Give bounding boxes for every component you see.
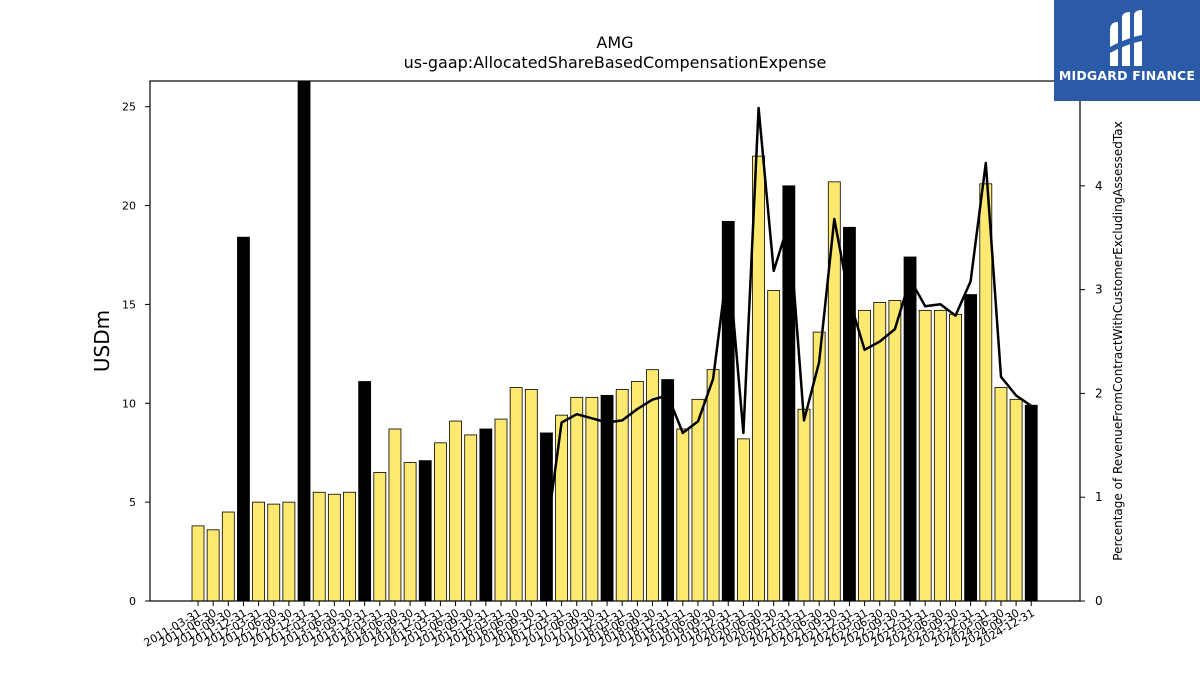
bar <box>540 432 553 602</box>
plot-frame <box>149 80 1081 602</box>
bar <box>358 381 372 602</box>
bar <box>494 418 508 602</box>
midgard-finance-logo: MIDGARD FINANCE <box>1054 0 1200 101</box>
bar <box>721 220 735 602</box>
y2-tick-label: 3 <box>1095 283 1103 297</box>
bar <box>933 309 947 602</box>
bar <box>555 414 568 602</box>
y-tick-label: 5 <box>129 496 136 509</box>
y-tick-label: 0 <box>129 595 136 608</box>
y-axis-label: USDm <box>90 310 114 372</box>
y2-tick-label: 1 <box>1095 490 1103 504</box>
bar <box>812 331 826 602</box>
bar <box>949 313 962 602</box>
series-line <box>545 106 1033 534</box>
bar <box>570 396 584 602</box>
bar <box>646 369 659 602</box>
bar <box>237 236 250 602</box>
bar <box>297 80 311 602</box>
bar <box>403 462 417 602</box>
bar <box>797 408 811 602</box>
bar <box>479 428 493 602</box>
y2-tick-label: 2 <box>1095 386 1103 400</box>
bar <box>464 434 478 602</box>
bar <box>267 503 281 602</box>
bar <box>524 389 538 602</box>
chart-title: AMG <box>596 33 633 52</box>
y-tick-label: 20 <box>122 200 136 213</box>
bar <box>327 493 341 602</box>
bar <box>1009 398 1023 602</box>
y2-tick-label: 0 <box>1095 594 1103 608</box>
bar <box>282 501 296 602</box>
bar <box>252 501 266 602</box>
bar <box>676 428 690 602</box>
bar <box>691 398 705 602</box>
bar <box>206 529 220 602</box>
bar <box>903 256 917 602</box>
bar <box>191 525 205 602</box>
bar <box>661 379 675 602</box>
bar <box>600 394 614 602</box>
bar <box>418 460 432 602</box>
bar <box>918 309 932 602</box>
y-tick-label: 15 <box>122 298 136 311</box>
chart-subtitle: us-gaap:AllocatedShareBasedCompensationE… <box>404 53 827 72</box>
bar <box>782 185 796 602</box>
bar <box>888 300 902 602</box>
bar <box>433 442 447 602</box>
y2-tick-label: 4 <box>1095 179 1103 193</box>
bar <box>343 491 356 602</box>
bar <box>873 302 887 602</box>
bar <box>312 491 326 602</box>
bar <box>221 511 235 602</box>
midgard-logo-icon <box>1108 10 1146 66</box>
bar <box>994 387 1008 602</box>
bar <box>630 381 644 602</box>
plot-area: 0510152025012342011-03-312011-06-302011-… <box>122 80 1103 650</box>
bar <box>388 428 402 602</box>
logo-text: MIDGARD FINANCE <box>1058 68 1196 83</box>
bar <box>373 472 387 602</box>
bar <box>585 396 599 602</box>
y-tick-label: 25 <box>122 101 136 114</box>
bar <box>737 438 750 602</box>
bar <box>509 387 523 602</box>
bar <box>449 420 462 602</box>
y2-axis-label: Percentage of RevenueFromContractWithCus… <box>1111 121 1125 560</box>
y-tick-label: 10 <box>122 397 136 410</box>
bar <box>858 309 871 602</box>
bar <box>1024 404 1038 602</box>
bar <box>964 294 978 602</box>
bar <box>979 183 993 602</box>
bar <box>706 369 720 602</box>
bar <box>767 290 781 602</box>
